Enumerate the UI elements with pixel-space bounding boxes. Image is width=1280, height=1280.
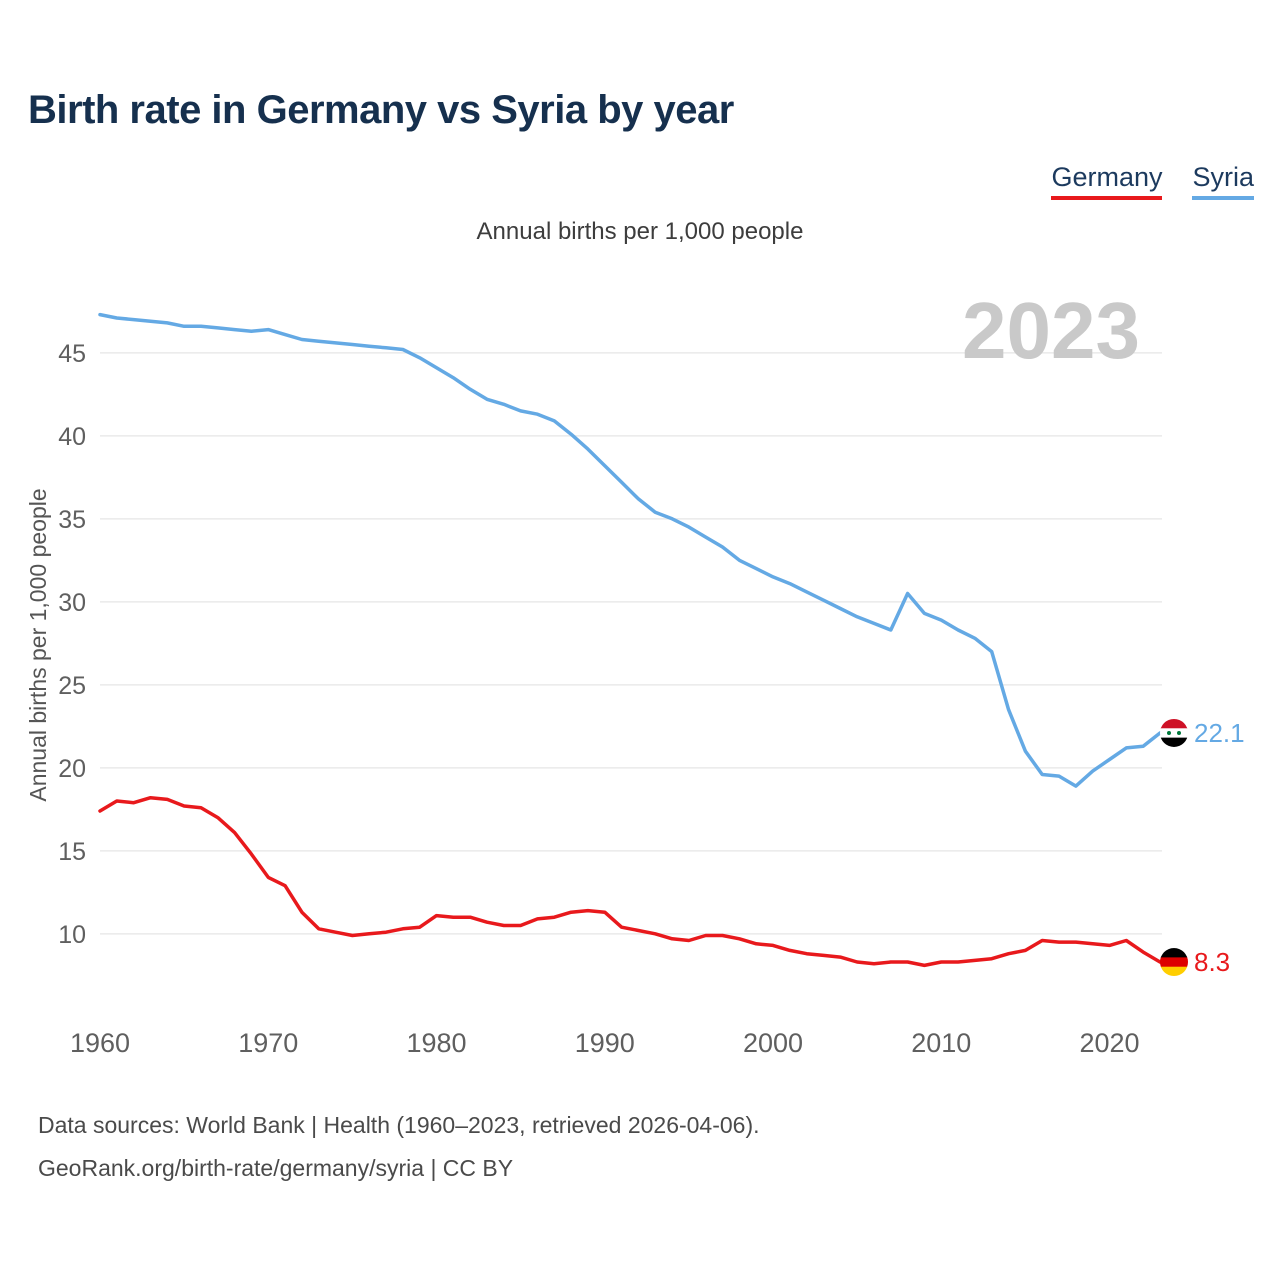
x-tick-label-2010: 2010: [911, 1028, 971, 1058]
legend-item-germany[interactable]: Germany: [1051, 162, 1163, 200]
y-tick-label-20: 20: [58, 755, 86, 783]
y-tick-label-45: 45: [58, 340, 86, 368]
footer-data-sources: Data sources: World Bank | Health (1960–…: [38, 1112, 760, 1138]
page-title: Birth rate in Germany vs Syria by year: [28, 88, 734, 132]
y-tick-label-10: 10: [58, 921, 86, 949]
x-tick-label-1970: 1970: [238, 1028, 298, 1058]
flag-icon-germany: [1160, 948, 1188, 977]
x-tick-label-1960: 1960: [70, 1028, 130, 1058]
y-tick-label-15: 15: [58, 838, 86, 866]
end-value-label-germany: 8.3: [1194, 947, 1230, 977]
y-tick-label-35: 35: [58, 506, 86, 534]
x-tick-label-2000: 2000: [743, 1028, 803, 1058]
y-axis-label: Annual births per 1,000 people: [25, 488, 51, 801]
footer-attribution: GeoRank.org/birth-rate/germany/syria | C…: [38, 1154, 514, 1181]
flag-icon-syria: [1160, 718, 1188, 747]
x-tick-label-1980: 1980: [406, 1028, 466, 1058]
x-tick-label-2020: 2020: [1079, 1028, 1139, 1058]
x-tick-label-1990: 1990: [575, 1028, 635, 1058]
y-tick-label-40: 40: [58, 423, 86, 451]
y-tick-label-30: 30: [58, 589, 86, 617]
legend-item-syria[interactable]: Syria: [1192, 162, 1254, 200]
watermark-year: 2023: [962, 286, 1140, 375]
series-line-syria: [98, 312, 1162, 788]
series-line-germany: [98, 795, 1162, 968]
chart-subtitle: Annual births per 1,000 people: [476, 218, 804, 245]
footer: Data sources: World Bank | Health (1960–…: [38, 1104, 760, 1189]
y-tick-label-25: 25: [58, 672, 86, 700]
legend: Germany Syria: [1051, 162, 1254, 200]
end-value-label-syria: 22.1: [1194, 718, 1245, 748]
